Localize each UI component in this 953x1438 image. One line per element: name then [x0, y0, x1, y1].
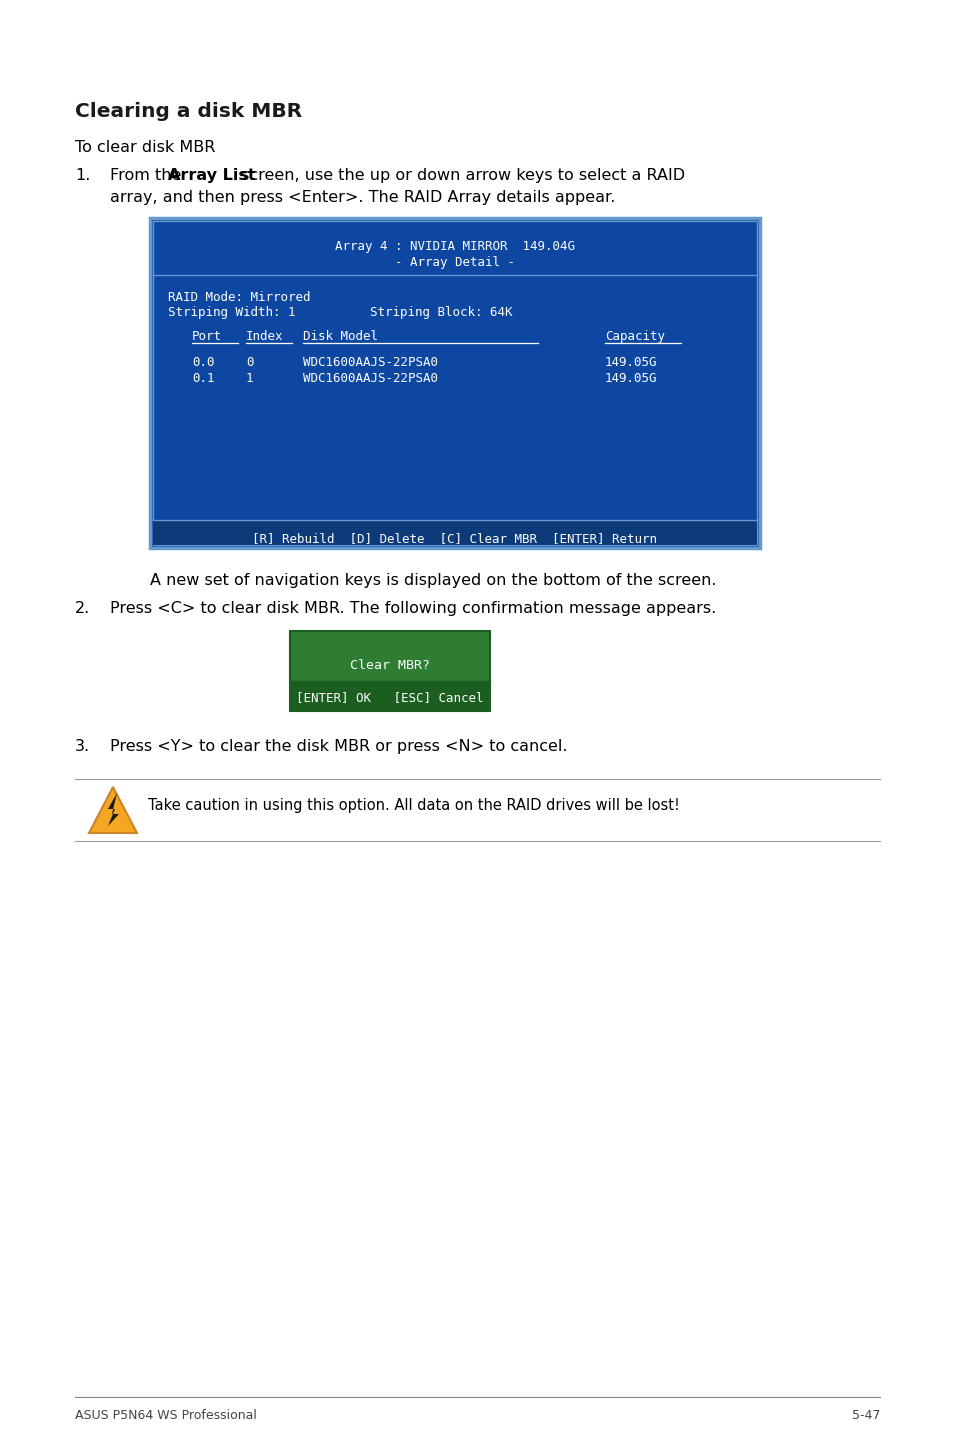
Text: 0: 0: [246, 357, 253, 370]
Text: A new set of navigation keys is displayed on the bottom of the screen.: A new set of navigation keys is displaye…: [150, 572, 716, 588]
Text: 149.05G: 149.05G: [604, 357, 657, 370]
Text: WDC1600AAJS-22PSA0: WDC1600AAJS-22PSA0: [303, 357, 437, 370]
Polygon shape: [89, 787, 137, 833]
Text: Press <C> to clear disk MBR. The following confirmation message appears.: Press <C> to clear disk MBR. The followi…: [110, 601, 716, 615]
Text: WDC1600AAJS-22PSA0: WDC1600AAJS-22PSA0: [303, 372, 437, 385]
Text: From the: From the: [110, 168, 186, 183]
Bar: [152, 221, 757, 545]
Text: 149.05G: 149.05G: [604, 372, 657, 385]
Text: Clear MBR?: Clear MBR?: [350, 659, 430, 672]
Text: Port: Port: [192, 329, 222, 344]
Text: Press <Y> to clear the disk MBR or press <N> to cancel.: Press <Y> to clear the disk MBR or press…: [110, 739, 567, 754]
Text: 5-47: 5-47: [851, 1409, 879, 1422]
Bar: [150, 219, 760, 548]
Text: - Array Detail -: - Array Detail -: [395, 256, 515, 269]
Text: 0.0: 0.0: [192, 357, 214, 370]
Text: Take caution in using this option. All data on the RAID drives will be lost!: Take caution in using this option. All d…: [148, 798, 679, 812]
Text: screen, use the up or down arrow keys to select a RAID: screen, use the up or down arrow keys to…: [235, 168, 684, 183]
Text: Array List: Array List: [168, 168, 255, 183]
Bar: [290, 631, 490, 710]
Text: Striping Width: 1: Striping Width: 1: [168, 306, 295, 319]
Text: To clear disk MBR: To clear disk MBR: [75, 139, 215, 155]
Text: 1: 1: [246, 372, 253, 385]
Text: [ENTER] OK   [ESC] Cancel: [ENTER] OK [ESC] Cancel: [296, 692, 483, 705]
Text: RAID Mode: Mirrored: RAID Mode: Mirrored: [168, 290, 310, 303]
Text: Clearing a disk MBR: Clearing a disk MBR: [75, 102, 302, 121]
Text: Capacity: Capacity: [604, 329, 664, 344]
Text: 3.: 3.: [75, 739, 90, 754]
Text: [R] Rebuild  [D] Delete  [C] Clear MBR  [ENTER] Return: [R] Rebuild [D] Delete [C] Clear MBR [EN…: [253, 532, 657, 545]
Text: array, and then press <Enter>. The RAID Array details appear.: array, and then press <Enter>. The RAID …: [110, 190, 615, 206]
Text: ASUS P5N64 WS Professional: ASUS P5N64 WS Professional: [75, 1409, 256, 1422]
Bar: [152, 521, 757, 545]
Text: Striping Block: 64K: Striping Block: 64K: [370, 306, 512, 319]
Text: Index: Index: [246, 329, 283, 344]
Text: 2.: 2.: [75, 601, 91, 615]
Text: Disk Model: Disk Model: [303, 329, 377, 344]
Text: 0.1: 0.1: [192, 372, 214, 385]
Bar: [290, 682, 490, 710]
Polygon shape: [108, 792, 119, 825]
Text: 1.: 1.: [75, 168, 91, 183]
Text: Array 4 : NVIDIA MIRROR  149.04G: Array 4 : NVIDIA MIRROR 149.04G: [335, 240, 575, 253]
